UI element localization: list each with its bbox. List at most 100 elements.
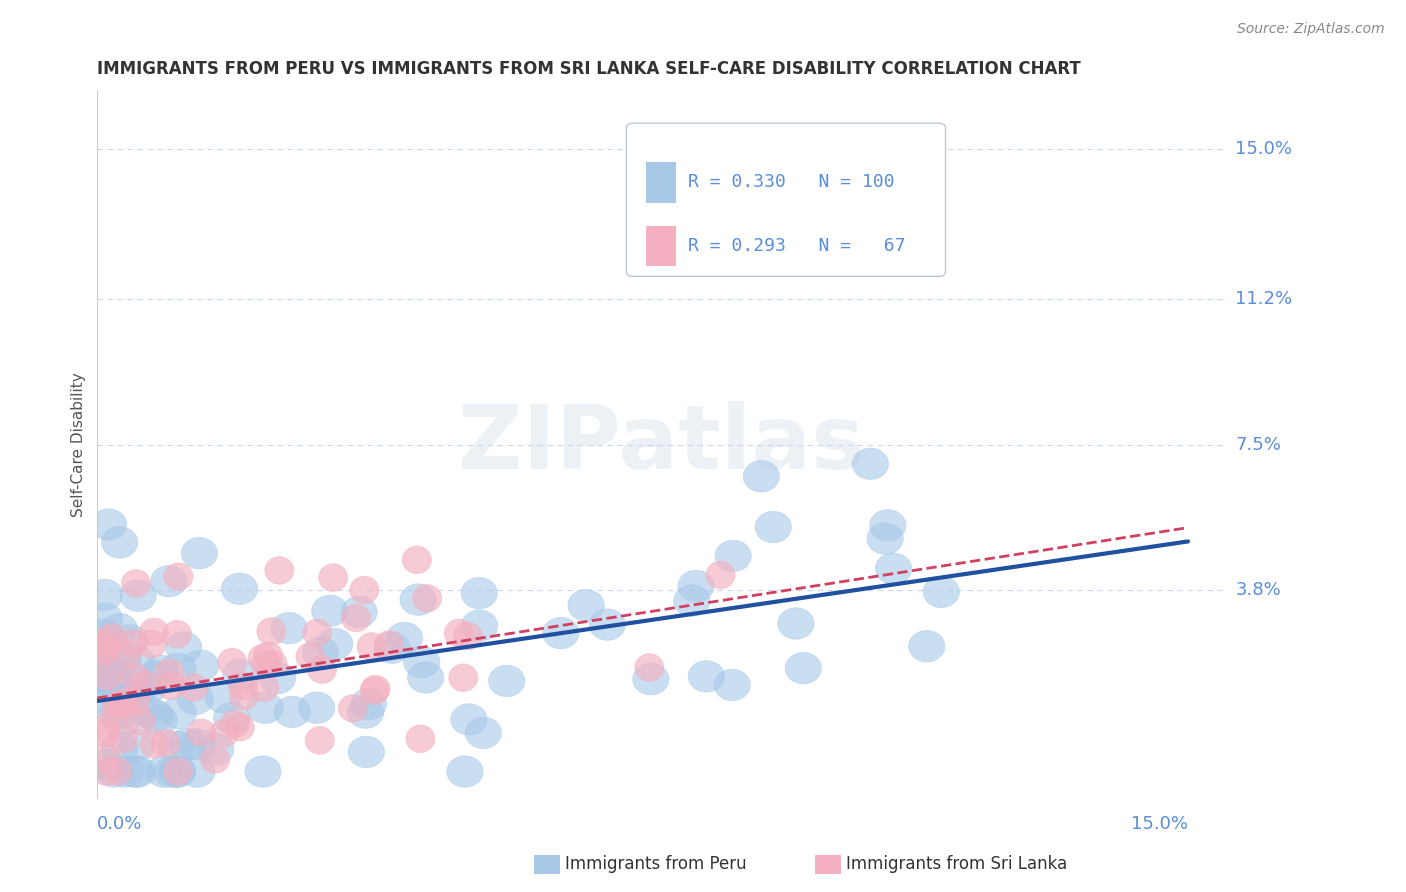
Ellipse shape [120,646,155,678]
Ellipse shape [159,756,195,788]
Ellipse shape [339,695,367,723]
Ellipse shape [678,570,714,602]
Ellipse shape [120,580,156,612]
Ellipse shape [634,654,664,681]
Ellipse shape [589,609,626,640]
Ellipse shape [91,758,121,785]
Ellipse shape [250,674,278,702]
Ellipse shape [350,689,387,720]
Ellipse shape [163,621,191,648]
Ellipse shape [86,647,122,679]
Ellipse shape [673,585,710,616]
Ellipse shape [714,669,751,701]
Ellipse shape [252,650,281,678]
Ellipse shape [247,692,283,723]
Ellipse shape [347,697,384,729]
Ellipse shape [165,563,193,591]
Ellipse shape [451,704,486,735]
Ellipse shape [150,730,180,757]
Ellipse shape [179,673,208,701]
Ellipse shape [93,685,129,717]
Ellipse shape [225,714,254,741]
Ellipse shape [118,675,155,706]
Ellipse shape [465,717,502,748]
Ellipse shape [129,695,166,726]
Ellipse shape [264,557,294,584]
Ellipse shape [247,644,277,672]
Ellipse shape [160,653,197,685]
Ellipse shape [120,663,149,690]
Ellipse shape [111,689,139,716]
Text: 15.0%: 15.0% [1236,140,1292,159]
Ellipse shape [342,596,377,628]
Ellipse shape [112,624,148,656]
Ellipse shape [688,661,724,692]
Ellipse shape [96,756,132,788]
Ellipse shape [117,756,153,788]
Ellipse shape [406,725,434,753]
Ellipse shape [159,756,195,788]
Ellipse shape [876,553,911,584]
Ellipse shape [778,607,814,640]
Ellipse shape [461,610,498,641]
Ellipse shape [259,650,287,678]
Text: 7.5%: 7.5% [1236,435,1281,454]
Ellipse shape [153,756,190,788]
Ellipse shape [271,613,307,644]
Ellipse shape [139,618,169,646]
Ellipse shape [117,680,153,711]
Ellipse shape [93,663,122,690]
Ellipse shape [180,729,215,760]
Ellipse shape [177,683,214,714]
Ellipse shape [142,655,179,687]
Ellipse shape [97,698,134,730]
Ellipse shape [108,725,138,753]
Ellipse shape [214,702,250,734]
Ellipse shape [101,700,129,728]
Ellipse shape [568,590,605,621]
Ellipse shape [87,665,122,698]
Text: 0.0%: 0.0% [97,815,143,833]
Ellipse shape [298,692,335,723]
Ellipse shape [257,617,285,645]
Ellipse shape [360,677,389,705]
Ellipse shape [229,682,259,710]
Ellipse shape [90,508,127,541]
Ellipse shape [101,732,138,764]
Ellipse shape [302,619,332,647]
Ellipse shape [91,715,120,743]
Ellipse shape [755,511,792,543]
Ellipse shape [361,675,389,703]
Ellipse shape [156,672,186,699]
Ellipse shape [488,665,524,697]
Text: 3.8%: 3.8% [1236,582,1281,599]
Ellipse shape [97,657,134,689]
Ellipse shape [201,746,229,773]
Ellipse shape [125,707,155,735]
Ellipse shape [259,663,295,694]
Ellipse shape [166,632,202,663]
Ellipse shape [93,665,129,696]
Ellipse shape [209,720,239,747]
Ellipse shape [852,448,889,480]
Ellipse shape [245,756,281,788]
Ellipse shape [90,629,120,657]
Ellipse shape [785,652,821,684]
Ellipse shape [412,584,441,612]
Ellipse shape [86,603,122,634]
Text: Source: ZipAtlas.com: Source: ZipAtlas.com [1237,22,1385,37]
Ellipse shape [97,624,127,651]
Ellipse shape [744,460,779,492]
Ellipse shape [706,561,735,589]
Text: Immigrants from Peru: Immigrants from Peru [565,855,747,873]
Ellipse shape [221,573,257,605]
Ellipse shape [319,564,347,591]
Ellipse shape [357,632,387,660]
Ellipse shape [716,541,751,572]
Ellipse shape [274,696,311,728]
Ellipse shape [870,509,905,541]
Ellipse shape [461,577,498,609]
Ellipse shape [111,640,141,668]
Ellipse shape [104,706,139,738]
Ellipse shape [444,619,474,647]
